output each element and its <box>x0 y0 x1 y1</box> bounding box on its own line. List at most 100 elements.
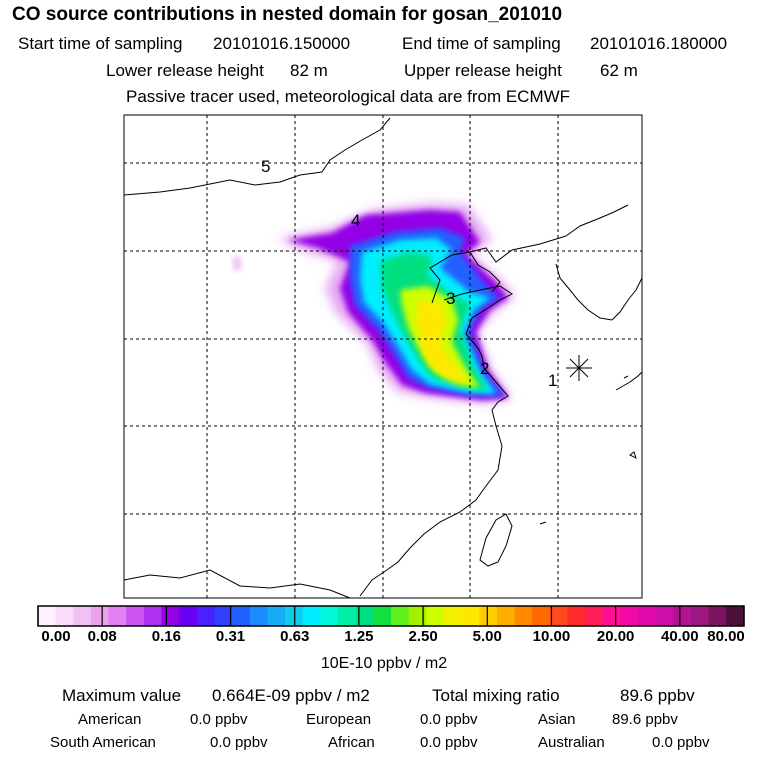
point-label-1: 1 <box>548 371 557 390</box>
legend-tick-label: 40.00 <box>661 628 699 645</box>
end-time-value: 20101016.180000 <box>590 34 728 53</box>
legend-color-swatch <box>496 606 516 626</box>
legend-tick-label: 2.50 <box>408 628 438 645</box>
legend-color-swatch <box>338 606 357 626</box>
legend-color-swatch <box>161 606 180 626</box>
legend-tick-label: 0.16 <box>151 628 181 645</box>
legend-tick-label: 20.00 <box>596 628 635 645</box>
legend-color-swatch <box>73 606 92 626</box>
region-american-name: American <box>78 711 142 728</box>
legend-color-swatch <box>567 606 586 626</box>
coast-korea <box>555 263 642 321</box>
legend-color-swatch <box>479 606 498 626</box>
region-asian-name: Asian <box>538 711 576 728</box>
total-mixing-value: 89.6 ppbv <box>620 686 695 705</box>
legend-color-swatch <box>443 606 463 626</box>
island-2 <box>539 521 547 525</box>
legend-color-swatch <box>90 606 110 626</box>
legend-color-swatch <box>302 606 321 626</box>
legend-color-swatch <box>461 606 480 626</box>
legend-color-swatch <box>726 606 745 626</box>
coast-east-china <box>359 333 509 597</box>
tracer-note: Passive tracer used, meteorological data… <box>126 87 571 106</box>
legend-color-swatch <box>708 606 727 626</box>
point-label-2: 2 <box>480 359 489 378</box>
legend-color-swatch <box>585 606 604 626</box>
total-mixing-label: Total mixing ratio <box>432 686 560 705</box>
legend-color-swatch <box>638 606 657 626</box>
upper-release-label: Upper release height <box>404 61 562 80</box>
legend-color-swatch <box>673 606 692 626</box>
border-korea <box>565 204 629 237</box>
upper-release-value: 62 m <box>600 61 638 80</box>
coast-japan <box>615 371 642 391</box>
legend-unit: 10E-10 ppbv / m2 <box>320 655 448 672</box>
legend-color-swatch <box>426 606 445 626</box>
legend-color-swatch <box>602 606 621 626</box>
point-label-5: 5 <box>261 157 270 176</box>
region-african-name: African <box>328 734 375 751</box>
legend-color-swatch <box>55 606 74 626</box>
legend-tick-label: 1.25 <box>344 628 374 645</box>
border-mongolia <box>124 117 391 196</box>
coast-taiwan <box>479 513 513 567</box>
legend-tick-label: 10.00 <box>532 628 571 645</box>
legend-color-swatch <box>549 606 568 626</box>
legend-color-swatch <box>514 606 533 626</box>
region-european-name: European <box>306 711 372 728</box>
coast-south-china <box>124 569 351 598</box>
plume-satellite-spot <box>232 256 242 272</box>
coast-bohai <box>429 235 567 304</box>
legend-color-swatch <box>108 606 127 626</box>
receptor-asterisk-icon <box>566 355 592 381</box>
legend-frame <box>37 605 745 627</box>
legend-tick-label: 5.00 <box>472 628 502 645</box>
max-value-label: Maximum value <box>62 686 182 705</box>
point-label-4: 4 <box>351 211 360 230</box>
legend-tick-label: 0.63 <box>280 628 310 645</box>
region-south-american-name: South American <box>50 734 156 751</box>
lat-lon-grid <box>124 115 642 598</box>
color-legend-bar <box>37 605 745 627</box>
start-time-value: 20101016.150000 <box>213 34 351 53</box>
region-australian-value: 0.0 ppbv <box>652 734 710 751</box>
legend-color-swatch <box>38 606 57 626</box>
legend-color-swatch <box>408 606 427 626</box>
legend-color-swatch <box>355 606 374 626</box>
legend-color-swatch <box>620 606 639 626</box>
plot-title: CO source contributions in nested domain… <box>12 4 563 25</box>
region-american-value: 0.0 ppbv <box>190 711 248 728</box>
coastlines <box>124 117 642 598</box>
legend-color-swatch <box>532 606 551 626</box>
region-australian-name: Australian <box>538 734 605 751</box>
region-european-value: 0.0 ppbv <box>420 711 478 728</box>
plume-yellow <box>416 300 470 384</box>
legend-color-swatch <box>196 606 215 626</box>
legend-tick-label: 0.08 <box>87 628 117 645</box>
legend-color-swatch <box>691 606 710 626</box>
legend-color-swatch <box>320 606 339 626</box>
lower-release-label: Lower release height <box>106 61 264 80</box>
region-asian-value: 89.6 ppbv <box>612 711 678 728</box>
point-label-3: 3 <box>446 289 455 308</box>
max-value: 0.664E-09 ppbv / m2 <box>212 686 370 705</box>
island-1 <box>629 451 637 459</box>
legend-color-swatch <box>373 606 392 626</box>
concentration-plume <box>232 203 515 404</box>
coast-shandong <box>443 285 513 335</box>
legend-color-swatch <box>267 606 286 626</box>
legend-color-swatch <box>249 606 268 626</box>
coast-liaodong <box>469 251 501 293</box>
legend-color-swatch <box>232 606 251 626</box>
region-african-value: 0.0 ppbv <box>420 734 478 751</box>
legend-color-swatch <box>143 606 163 626</box>
island-3 <box>623 375 629 379</box>
end-time-label: End time of sampling <box>402 34 561 53</box>
lower-release-value: 82 m <box>290 61 328 80</box>
legend-tick-label: 0.31 <box>215 628 246 645</box>
legend-color-swatch <box>655 606 674 626</box>
legend-color-swatch <box>126 606 145 626</box>
legend-tick-label: 0.00 <box>41 628 71 645</box>
legend-tick-label: 80.00 <box>707 628 745 645</box>
